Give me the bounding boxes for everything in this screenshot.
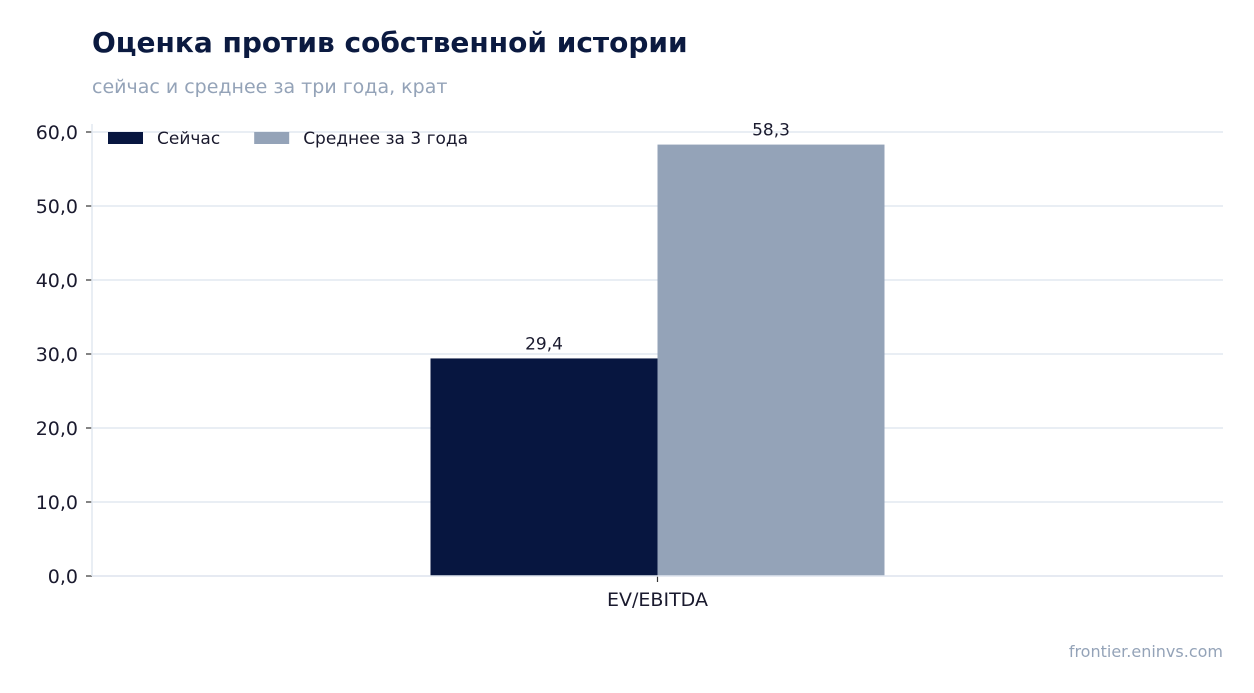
data-labels: 29,4 58,3 (525, 121, 790, 355)
y-tick-label: 0,0 (48, 566, 78, 588)
bar (657, 144, 885, 576)
axes: 0,0 10,0 20,0 30,0 40,0 50,0 60,0 EV/EBITDA (36, 122, 1223, 611)
data-label: 58,3 (752, 121, 790, 141)
y-tick-label: 60,0 (36, 122, 78, 144)
bars (430, 144, 885, 576)
data-label: 29,4 (525, 334, 563, 354)
chart-title: Оценка против собственной истории (92, 26, 688, 59)
legend: Сейчас Среднее за 3 года (108, 129, 468, 149)
y-tick-label: 20,0 (36, 418, 78, 440)
chart-subtitle: сейчас и среднее за три года, крат (92, 76, 448, 98)
y-tick-label: 10,0 (36, 492, 78, 514)
source-watermark: frontier.eninvs.com (1068, 642, 1223, 661)
y-tick-label: 30,0 (36, 344, 78, 366)
legend-swatch (254, 132, 290, 144)
y-tick-label: 50,0 (36, 196, 78, 218)
legend-label: Среднее за 3 года (303, 129, 468, 149)
bar (430, 358, 658, 576)
y-tick-label: 40,0 (36, 270, 78, 292)
x-tick-label: EV/EBITDA (607, 589, 708, 611)
legend-label: Сейчас (157, 129, 220, 149)
legend-swatch (108, 132, 143, 144)
